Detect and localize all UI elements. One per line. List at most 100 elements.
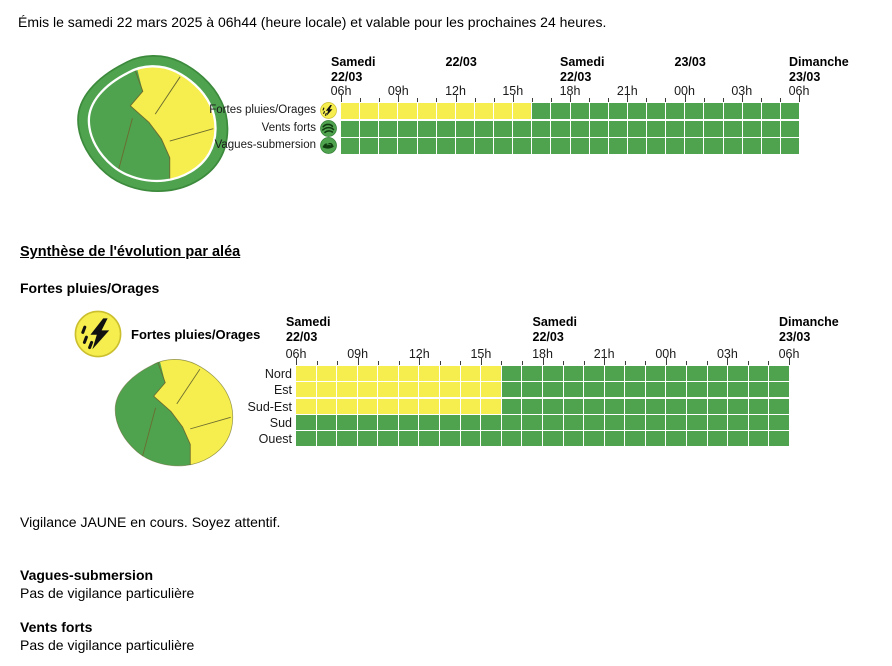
- hour-tick: [480, 357, 482, 365]
- timeline-cell: [570, 120, 590, 137]
- timeline-cell: [748, 382, 770, 398]
- hour-tick: [493, 98, 495, 102]
- timeline-cell: [341, 120, 361, 137]
- timeline-cell: [647, 120, 667, 137]
- timeline-cell: [707, 382, 729, 398]
- timeline-cell: [666, 398, 687, 414]
- hour-tick: [337, 361, 339, 365]
- hour-tick: [706, 361, 708, 365]
- timeline-cell: [742, 120, 762, 137]
- timeline-cell: [357, 398, 379, 414]
- date-label: Samedi 22/03: [331, 55, 376, 84]
- timeline-cell: [532, 138, 552, 154]
- timeline-cell: [761, 120, 781, 137]
- hour-tick: [398, 94, 400, 102]
- island-zones: [115, 359, 233, 466]
- hour-tick: [501, 361, 503, 365]
- hour-tick: [341, 94, 342, 102]
- hour-tick: [378, 361, 380, 365]
- hour-tick: [436, 98, 438, 102]
- storm-icon: [74, 310, 122, 358]
- timeline-cell: [436, 103, 456, 119]
- timeline-cell: [419, 398, 441, 414]
- timeline-cell: [513, 138, 533, 154]
- timeline-cell: [551, 120, 571, 137]
- timeline-cell: [522, 366, 543, 381]
- timeline-cell: [379, 120, 399, 137]
- timeline-cell: [551, 138, 571, 154]
- timeline-cell: [460, 414, 482, 430]
- timeline-cell: [316, 398, 338, 414]
- timeline-cell: [604, 414, 626, 430]
- timeline-cell: [522, 431, 543, 447]
- timeline-cell: [419, 366, 441, 381]
- timeline-cell: [522, 398, 543, 414]
- timeline-cell: [563, 431, 585, 447]
- timeline-cell: [666, 414, 687, 430]
- timeline-cell: [316, 382, 338, 398]
- row-label: Vagues-submersion: [214, 139, 316, 151]
- hour-label: 21h: [593, 347, 615, 361]
- timeline-cell: [460, 398, 482, 414]
- timeline-cell: [419, 382, 441, 398]
- timeline-row: [341, 120, 799, 137]
- timeline-cell: [436, 138, 456, 154]
- timeline-cell: [513, 120, 533, 137]
- timeline-cell: [723, 120, 743, 137]
- row-label: Sud: [269, 415, 292, 430]
- timeline-cell: [608, 138, 628, 154]
- timeline-cell: [398, 120, 418, 137]
- timeline-cell: [337, 414, 358, 430]
- hour-tick: [417, 98, 419, 102]
- timeline-cell: [296, 398, 317, 414]
- hour-label: 18h: [559, 84, 581, 98]
- hazard-subtitle: Fortes pluies/Orages: [20, 280, 160, 296]
- hour-tick: [531, 98, 533, 102]
- timeline-cell: [337, 431, 358, 447]
- timeline-cell: [769, 414, 789, 430]
- timeline-row: [296, 431, 789, 447]
- timeline-cell: [704, 103, 724, 119]
- timeline-cell: [542, 398, 564, 414]
- timeline-cell: [570, 103, 590, 119]
- timeline-cell: [707, 398, 729, 414]
- timeline-cell: [748, 431, 770, 447]
- hour-tick: [419, 357, 421, 365]
- timeline-cell: [608, 120, 628, 137]
- hour-label: 18h: [532, 347, 553, 361]
- hour-label: 21h: [616, 84, 638, 98]
- timeline-cell: [666, 120, 686, 137]
- timeline-cell: [685, 138, 705, 154]
- hour-label: 06h: [788, 84, 810, 98]
- hour-tick: [760, 98, 762, 102]
- hour-tick: [684, 94, 686, 102]
- timeline-cell: [419, 431, 441, 447]
- timeline-cell: [398, 138, 418, 154]
- timeline-cell: [769, 366, 789, 381]
- timeline-cell: [570, 138, 590, 154]
- hour-label: 09h: [387, 84, 409, 98]
- timeline-cell: [378, 366, 399, 381]
- date-label: Samedi 22/03: [286, 315, 331, 344]
- timeline-cell: [378, 414, 399, 430]
- timeline-cell: [378, 431, 399, 447]
- timeline-cell: [440, 398, 461, 414]
- hazard-zone-map: [114, 359, 234, 467]
- timeline-cell: [584, 366, 605, 381]
- timeline-cell: [666, 382, 687, 398]
- hour-tick: [460, 361, 462, 365]
- timeline-cell: [542, 382, 564, 398]
- timeline-cell: [481, 431, 502, 447]
- hour-tick: [645, 361, 647, 365]
- hour-label: 12h: [408, 347, 430, 361]
- island-outline: [114, 359, 234, 467]
- wind-icon: [320, 119, 337, 137]
- timeline-cell: [625, 414, 646, 430]
- hour-tick: [589, 98, 591, 102]
- timeline-cell: [728, 431, 749, 447]
- timeline-cell: [645, 431, 667, 447]
- hour-tick: [398, 361, 400, 365]
- timeline-cell: [341, 103, 361, 119]
- timeline-cell: [417, 120, 437, 137]
- timeline-cell: [604, 366, 626, 381]
